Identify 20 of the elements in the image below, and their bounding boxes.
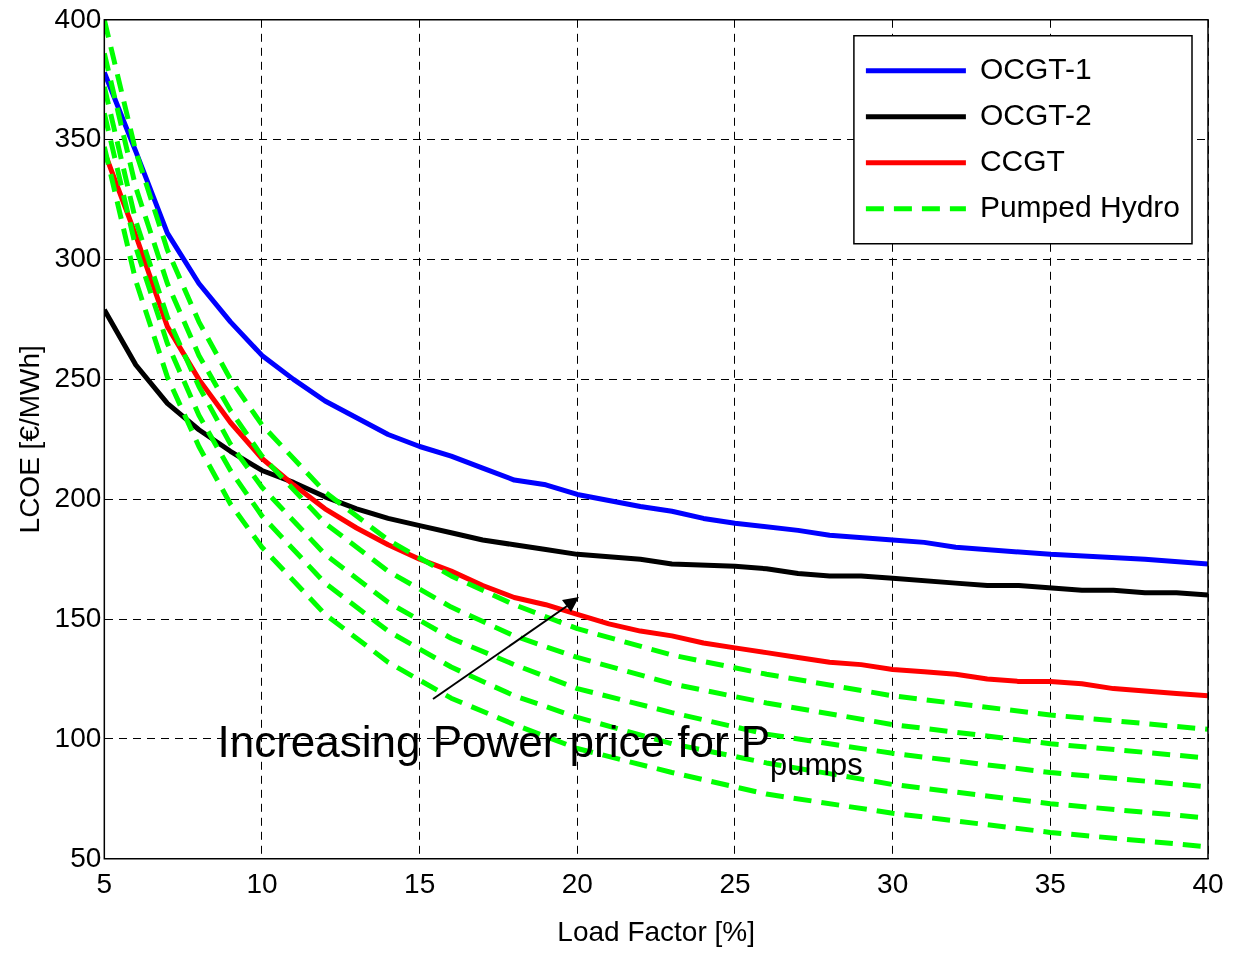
x-tick-label: 25 bbox=[719, 868, 751, 900]
x-tick-label: 20 bbox=[561, 868, 593, 900]
x-tick-label: 10 bbox=[246, 868, 278, 900]
y-tick-label: 250 bbox=[54, 362, 102, 394]
x-axis-title: Load Factor [%] bbox=[557, 915, 755, 947]
y-axis-title: LCOE [€/MWh] bbox=[13, 345, 45, 534]
y-tick-label: 400 bbox=[54, 2, 102, 34]
legend-label: CCGT bbox=[979, 144, 1065, 178]
y-tick-label: 200 bbox=[54, 481, 102, 513]
y-tick-label: 100 bbox=[54, 721, 102, 753]
y-tick-label: 300 bbox=[54, 242, 102, 274]
x-tick-label: 40 bbox=[1192, 868, 1224, 900]
legend-label: OCGT-2 bbox=[979, 98, 1092, 132]
legend-label: Pumped Hydro bbox=[979, 190, 1181, 224]
x-tick-label: 15 bbox=[404, 868, 436, 900]
x-tick-label: 35 bbox=[1034, 868, 1066, 900]
y-tick-label: 350 bbox=[54, 122, 102, 154]
x-tick-label: 30 bbox=[877, 868, 909, 900]
legend-label: OCGT-1 bbox=[979, 52, 1092, 86]
y-tick-label: 150 bbox=[54, 601, 102, 633]
